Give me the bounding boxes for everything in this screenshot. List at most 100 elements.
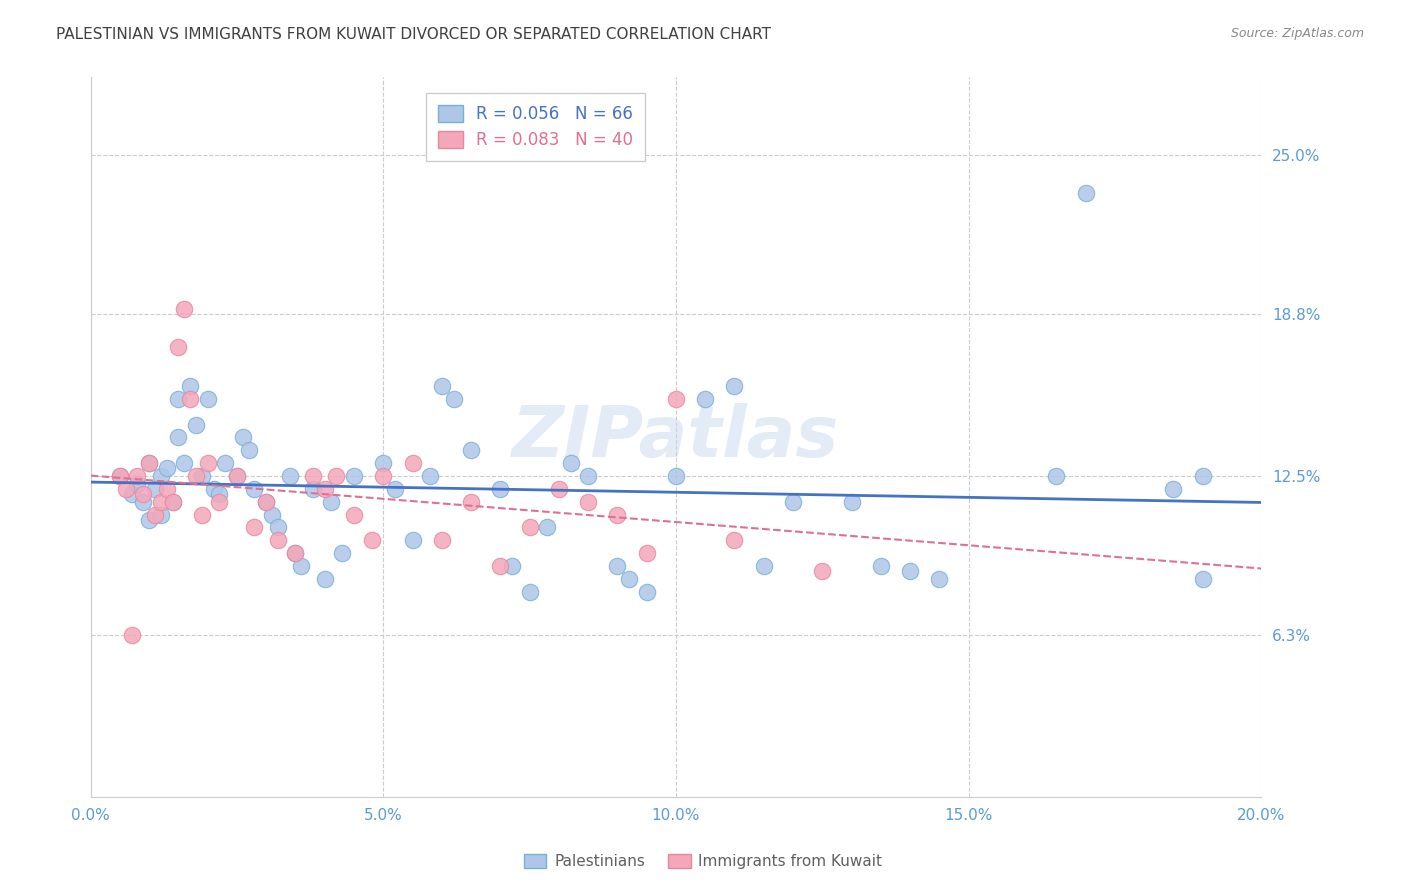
Point: [576, 469, 599, 483]
Point: [841, 494, 863, 508]
Text: PALESTINIAN VS IMMIGRANTS FROM KUWAIT DIVORCED OR SEPARATED CORRELATION CHART: PALESTINIAN VS IMMIGRANTS FROM KUWAIT DI…: [56, 27, 772, 42]
Point: [127, 469, 149, 483]
Point: [138, 456, 160, 470]
Point: [606, 558, 628, 573]
Point: [149, 508, 172, 522]
Point: [114, 482, 136, 496]
Point: [325, 469, 347, 483]
Point: [173, 456, 195, 470]
Point: [898, 564, 921, 578]
Point: [560, 456, 582, 470]
Point: [782, 494, 804, 508]
Point: [576, 494, 599, 508]
Point: [430, 533, 453, 548]
Point: [617, 572, 640, 586]
Point: [343, 508, 366, 522]
Point: [373, 456, 395, 470]
Point: [1163, 482, 1185, 496]
Point: [167, 430, 190, 444]
Point: [208, 494, 231, 508]
Point: [162, 494, 184, 508]
Point: [243, 482, 266, 496]
Point: [254, 494, 277, 508]
Point: [723, 533, 745, 548]
Point: [636, 584, 658, 599]
Point: [278, 469, 301, 483]
Legend: R = 0.056   N = 66, R = 0.083   N = 40: R = 0.056 N = 66, R = 0.083 N = 40: [426, 93, 645, 161]
Point: [695, 392, 717, 406]
Point: [226, 469, 249, 483]
Point: [636, 546, 658, 560]
Point: [143, 482, 166, 496]
Point: [156, 461, 179, 475]
Point: [302, 469, 325, 483]
Point: [384, 482, 406, 496]
Point: [319, 494, 342, 508]
Point: [536, 520, 558, 534]
Point: [330, 546, 353, 560]
Point: [179, 392, 201, 406]
Point: [108, 469, 131, 483]
Point: [489, 482, 512, 496]
Point: [519, 584, 541, 599]
Point: [173, 301, 195, 316]
Point: [419, 469, 441, 483]
Point: [162, 494, 184, 508]
Point: [243, 520, 266, 534]
Point: [302, 482, 325, 496]
Point: [401, 456, 423, 470]
Point: [138, 456, 160, 470]
Point: [121, 628, 143, 642]
Point: [238, 443, 260, 458]
Point: [132, 487, 155, 501]
Point: [869, 558, 891, 573]
Point: [290, 558, 312, 573]
Point: [665, 469, 688, 483]
Point: [373, 469, 395, 483]
Point: [1191, 469, 1213, 483]
Point: [197, 392, 219, 406]
Point: [267, 533, 290, 548]
Point: [260, 508, 283, 522]
Point: [460, 494, 482, 508]
Point: [108, 469, 131, 483]
Point: [121, 487, 143, 501]
Point: [519, 520, 541, 534]
Point: [191, 469, 214, 483]
Point: [460, 443, 482, 458]
Point: [143, 508, 166, 522]
Point: [191, 508, 214, 522]
Point: [430, 379, 453, 393]
Point: [232, 430, 254, 444]
Point: [179, 379, 201, 393]
Point: [284, 546, 307, 560]
Point: [811, 564, 834, 578]
Point: [167, 392, 190, 406]
Point: [752, 558, 775, 573]
Point: [665, 392, 688, 406]
Point: [501, 558, 523, 573]
Point: [401, 533, 423, 548]
Point: [606, 508, 628, 522]
Point: [1074, 186, 1097, 201]
Point: [214, 456, 236, 470]
Point: [254, 494, 277, 508]
Point: [343, 469, 366, 483]
Point: [284, 546, 307, 560]
Point: [184, 469, 207, 483]
Point: [202, 482, 225, 496]
Point: [184, 417, 207, 432]
Point: [149, 469, 172, 483]
Point: [489, 558, 512, 573]
Point: [547, 482, 569, 496]
Point: [132, 494, 155, 508]
Point: [928, 572, 950, 586]
Point: [267, 520, 290, 534]
Point: [314, 572, 336, 586]
Point: [156, 482, 179, 496]
Legend: Palestinians, Immigrants from Kuwait: Palestinians, Immigrants from Kuwait: [517, 847, 889, 875]
Point: [127, 476, 149, 491]
Point: [1045, 469, 1067, 483]
Point: [167, 340, 190, 354]
Point: [226, 469, 249, 483]
